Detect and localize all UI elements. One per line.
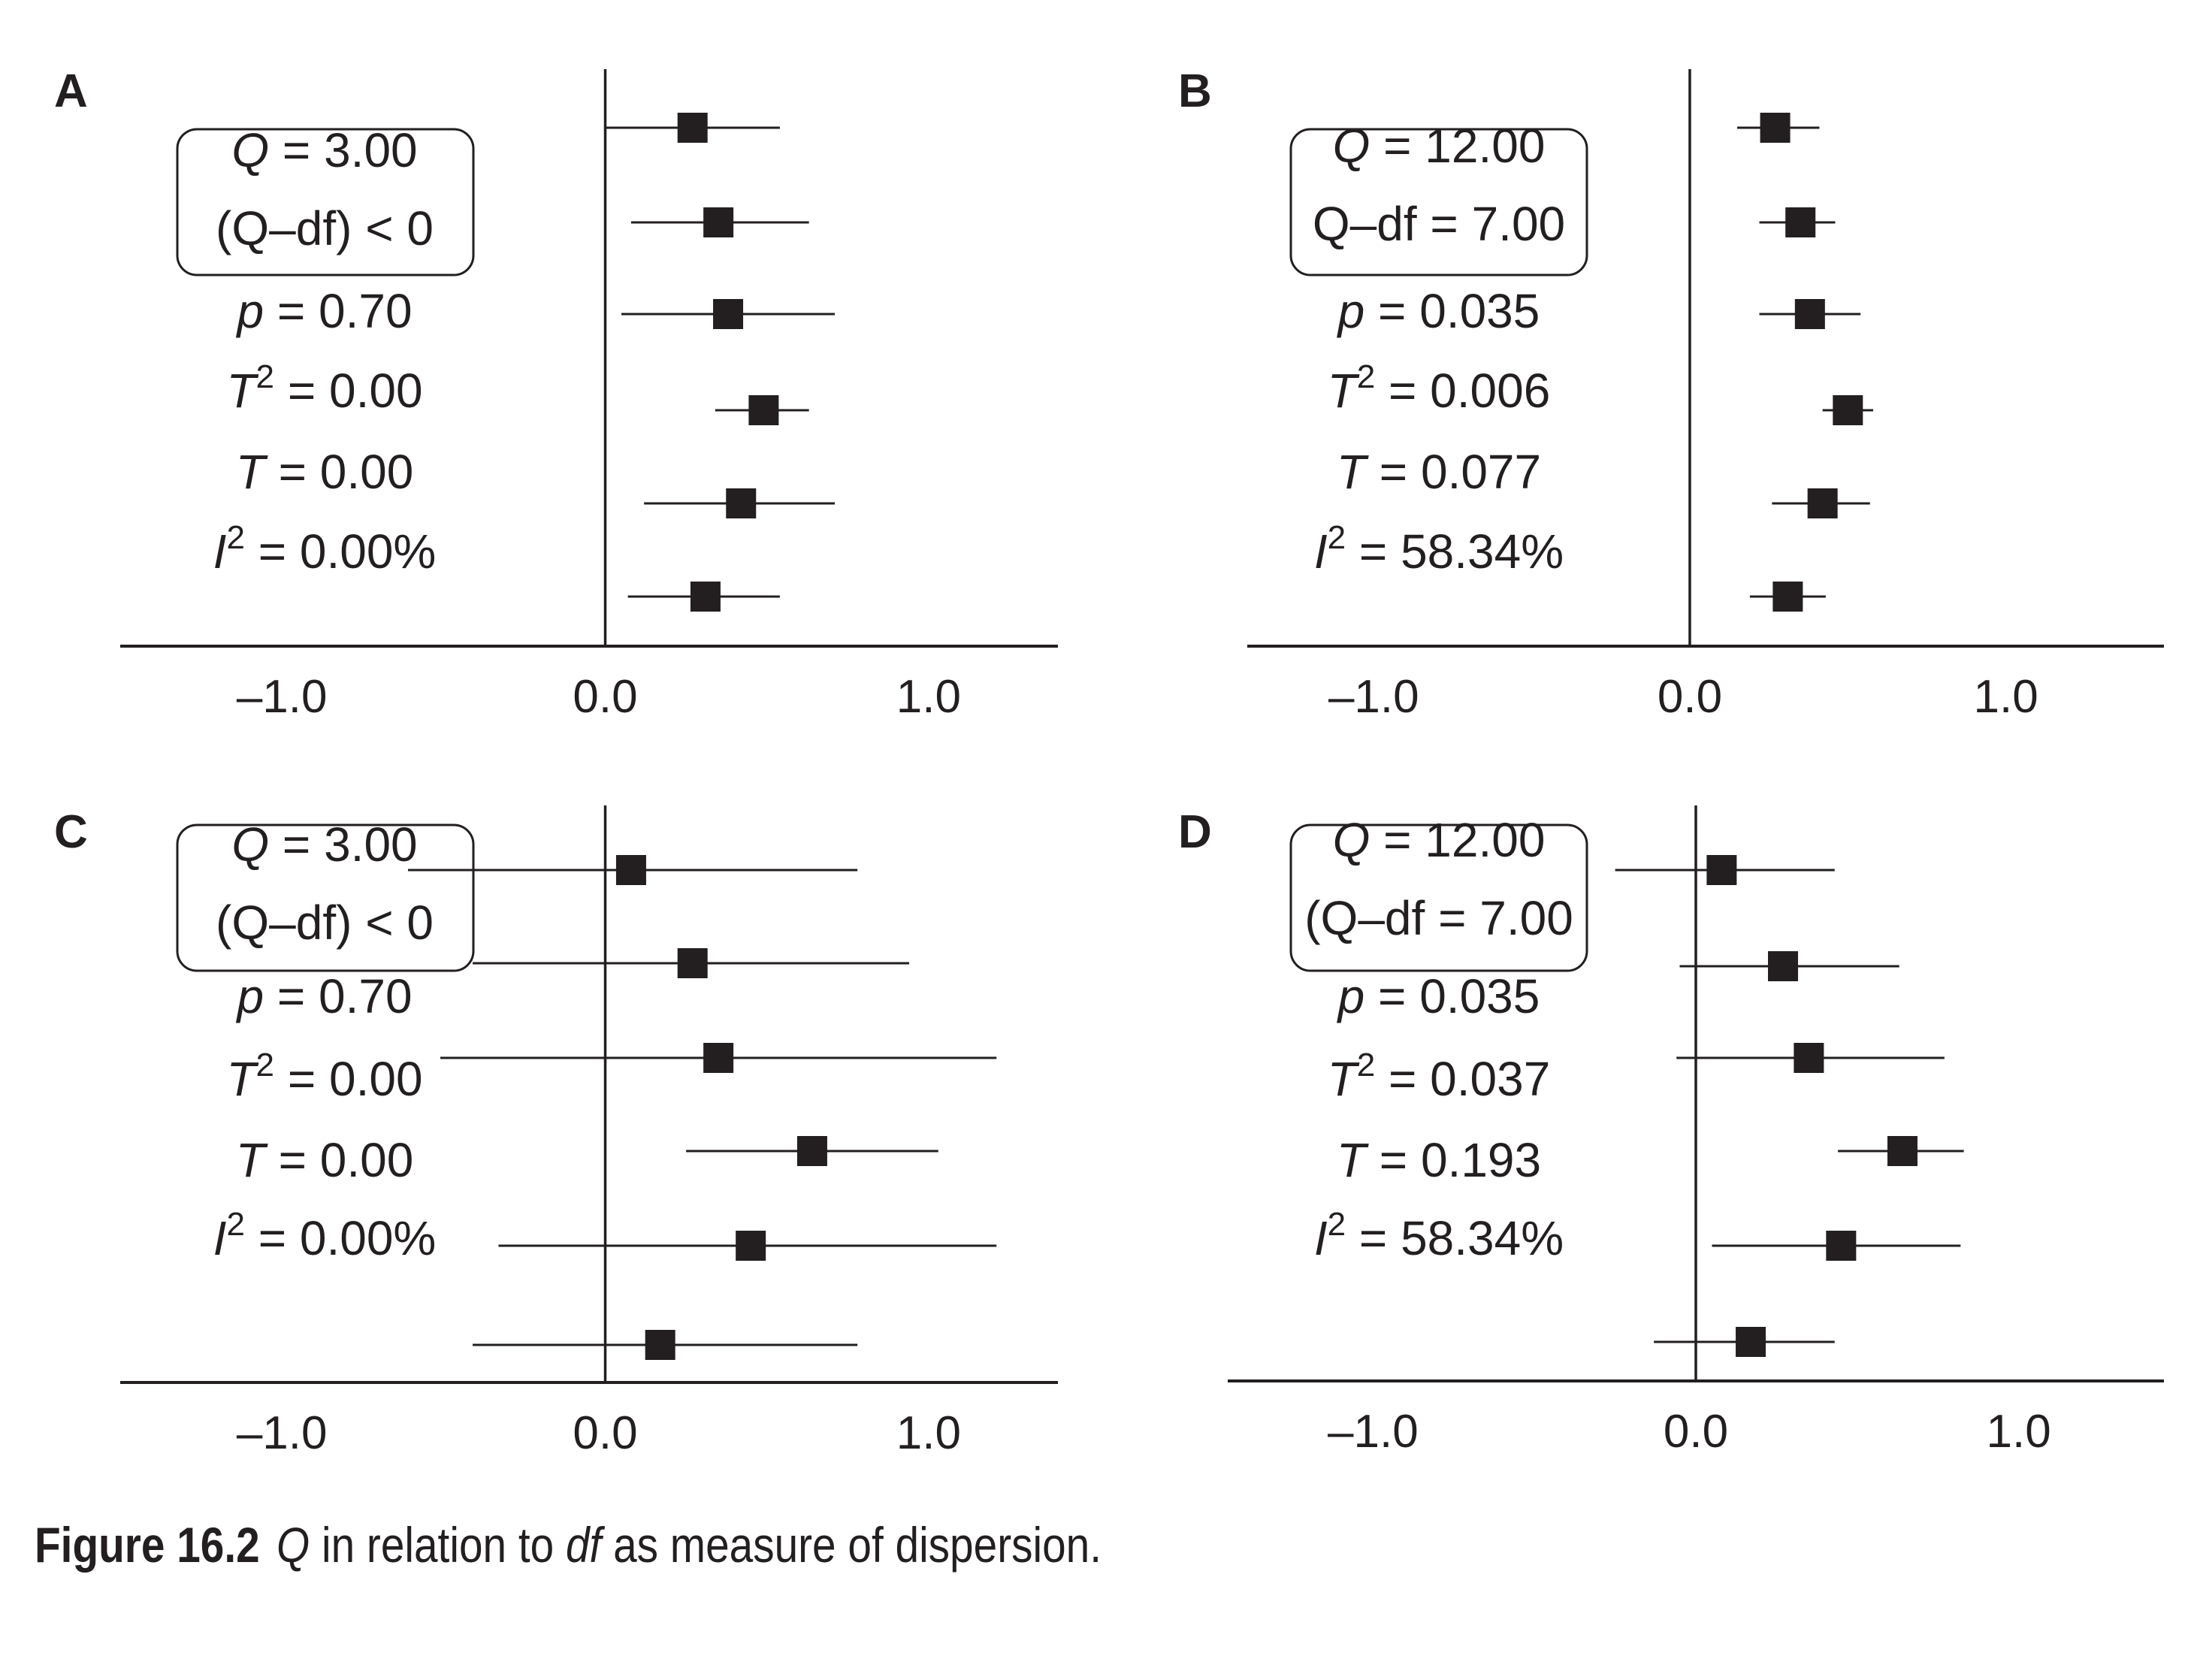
panel-d-stat-i-squared: I2 = 58.34% bbox=[1314, 1206, 1564, 1265]
caption-q: Q bbox=[277, 1517, 310, 1573]
panel-b-letter: B bbox=[1178, 65, 1212, 117]
panel-b-stat-t: T = 0.077 bbox=[1337, 445, 1541, 499]
panel-a-study-2-marker bbox=[703, 207, 734, 237]
panel-b-study-1-marker bbox=[1760, 113, 1791, 143]
panel-c-tick-label-0: –1.0 bbox=[237, 1407, 328, 1459]
panel-c-study-2-marker bbox=[677, 948, 708, 978]
panel-c-study-1-marker bbox=[615, 855, 646, 885]
panel-c-stat-q-minus-df: (Q–df) < 0 bbox=[216, 896, 434, 950]
panel-a-tick-label-0: –1.0 bbox=[237, 671, 328, 723]
panel-b-stat-i-squared: I2 = 58.34% bbox=[1314, 519, 1564, 579]
panel-c-study-3-marker bbox=[703, 1043, 734, 1073]
panel-d-study-5-marker bbox=[1826, 1231, 1857, 1261]
panel-c-stat-t-squared: T2 = 0.00 bbox=[226, 1047, 422, 1106]
panel-d-study-3-marker bbox=[1794, 1043, 1824, 1073]
caption-text-end: as measure of dispersion. bbox=[601, 1517, 1102, 1573]
caption-text-mid: in relation to bbox=[310, 1517, 566, 1573]
panel-c-study-5-marker bbox=[736, 1231, 766, 1261]
panel-c-stats-box bbox=[176, 823, 475, 972]
panel-c-stat-t: T = 0.00 bbox=[236, 1133, 414, 1187]
caption-df: df bbox=[565, 1517, 602, 1573]
panel-a-stat-i-squared: I2 = 0.00% bbox=[213, 519, 437, 579]
panel-b-tick-label-2: 1.0 bbox=[1974, 671, 2038, 723]
panel-b-stat-p: p = 0.035 bbox=[1337, 284, 1540, 338]
panel-a-study-3-marker bbox=[713, 299, 744, 329]
panel-b-stat-q: Q = 12.00 bbox=[1333, 119, 1546, 173]
panel-c-letter: C bbox=[54, 806, 88, 858]
panel-b-study-6-marker bbox=[1772, 582, 1803, 612]
panel-a-stat-t-squared: T2 = 0.00 bbox=[226, 358, 422, 418]
panel-d-tick-label-1: 0.0 bbox=[1664, 1406, 1728, 1458]
panel-d-tick-label-2: 1.0 bbox=[1987, 1406, 2051, 1458]
panel-d-stat-q-minus-df: (Q–df = 7.00 bbox=[1304, 891, 1573, 945]
figure-caption: Figure 16.2 Q in relation to df as measur… bbox=[35, 1516, 1102, 1573]
panel-c-stat-i-squared: I2 = 0.00% bbox=[213, 1206, 437, 1265]
panel-c-stat-p: p = 0.70 bbox=[235, 969, 412, 1023]
panel-a-stat-q: Q = 3.00 bbox=[231, 123, 417, 177]
panel-a-tick-label-1: 0.0 bbox=[573, 671, 637, 723]
panel-d-stats-box bbox=[1289, 823, 1588, 972]
panel-d-study-4-marker bbox=[1887, 1136, 1918, 1166]
panel-c-tick-label-1: 0.0 bbox=[573, 1407, 637, 1459]
panel-d-study-6-marker bbox=[1736, 1327, 1766, 1357]
panel-d-stat-t: T = 0.193 bbox=[1337, 1133, 1541, 1187]
panel-a-stat-p: p = 0.70 bbox=[235, 284, 412, 338]
panel-a-stat-q-minus-df: (Q–df) < 0 bbox=[216, 201, 434, 255]
panel-b-study-4-marker bbox=[1833, 395, 1863, 425]
panel-a-study-5-marker bbox=[726, 488, 757, 518]
panel-d-stat-q: Q = 12.00 bbox=[1333, 813, 1546, 867]
panel-a-study-1-marker bbox=[677, 113, 708, 143]
panel-b-tick-label-1: 0.0 bbox=[1658, 671, 1722, 723]
panel-d-stat-t-squared: T2 = 0.037 bbox=[1328, 1047, 1551, 1106]
panel-d-study-1-marker bbox=[1706, 855, 1737, 885]
panel-b-study-2-marker bbox=[1785, 207, 1816, 237]
panel-d-stat-p: p = 0.035 bbox=[1337, 969, 1540, 1023]
panel-b-stat-t-squared: T2 = 0.006 bbox=[1328, 358, 1551, 418]
panel-c-study-6-marker bbox=[645, 1330, 675, 1360]
panel-b-tick-label-0: –1.0 bbox=[1328, 671, 1419, 723]
panel-d-tick-label-0: –1.0 bbox=[1328, 1406, 1419, 1458]
panel-c-study-4-marker bbox=[796, 1136, 827, 1166]
panel-a-stats-box bbox=[176, 128, 475, 276]
panel-b-stats-box bbox=[1289, 128, 1588, 276]
panel-a-study-6-marker bbox=[690, 582, 721, 612]
panel-b-study-5-marker bbox=[1807, 488, 1838, 518]
panel-d-letter: D bbox=[1178, 806, 1212, 858]
panel-a-tick-label-2: 1.0 bbox=[896, 671, 961, 723]
panel-c-stat-q: Q = 3.00 bbox=[231, 817, 417, 872]
panel-a-study-4-marker bbox=[748, 395, 779, 425]
panel-b-study-3-marker bbox=[1794, 299, 1825, 329]
caption-figure-label: Figure 16.2 bbox=[35, 1517, 260, 1573]
panel-b-stat-q-minus-df: Q–df = 7.00 bbox=[1313, 197, 1565, 251]
panel-d-study-2-marker bbox=[1768, 951, 1799, 981]
panel-a-letter: A bbox=[54, 65, 88, 117]
panel-a-stat-t: T = 0.00 bbox=[236, 445, 414, 499]
panel-c-tick-label-2: 1.0 bbox=[896, 1407, 961, 1459]
